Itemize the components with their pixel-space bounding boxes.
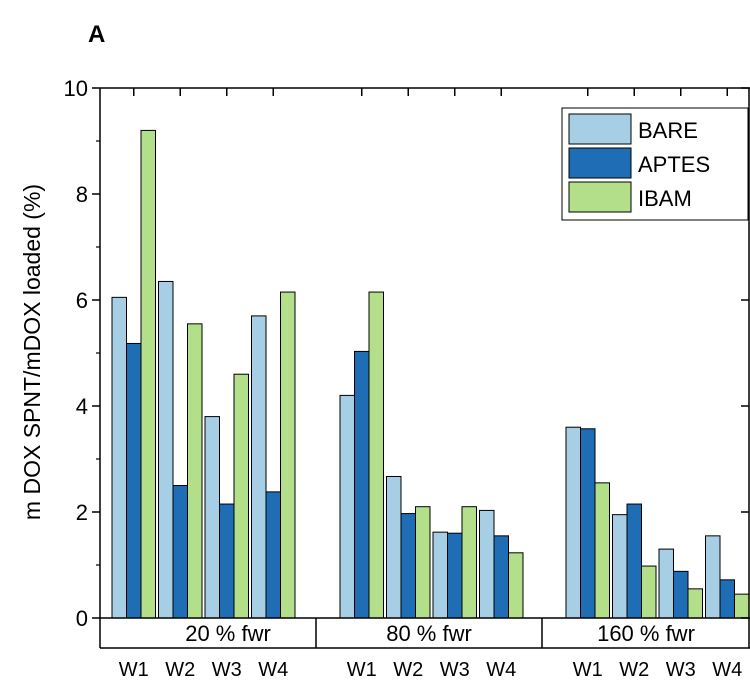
legend-label: BARE [638,118,698,143]
category-label: W2 [619,659,649,681]
bar-bare [479,509,495,619]
panel-label: A [88,21,105,48]
y-tick-label: 6 [76,288,88,313]
y-tick-label: 8 [76,182,88,207]
category-label: W2 [165,659,195,681]
legend-swatch [568,181,632,213]
category-label: W3 [666,659,696,681]
bar-aptes [172,485,188,619]
bar-ibam [461,506,477,619]
bar-aptes [219,503,235,619]
group-label: 20 % fwr [185,621,271,646]
category-label: W2 [393,659,423,681]
group-label: 80 % fwr [386,621,472,646]
bar-ibam [233,373,249,619]
bar-aptes [126,342,142,619]
bar-ibam [641,565,657,619]
bar-aptes [354,350,370,619]
bar-aptes [447,532,463,619]
category-label: W1 [573,659,603,681]
y-tick-label: 2 [76,500,88,525]
bar-bare [386,475,402,619]
x-labels: 20 % fwr 80 % fwr 160 % fwr W1 W2 W3 W4 W1 W2 W3 W… [99,618,750,681]
bar-aptes [626,503,642,619]
bar-ibam [415,506,431,619]
bar-ibam [187,323,203,619]
bars [111,129,750,619]
legend-swatch [568,113,632,145]
bar-bare [565,426,581,619]
category-label: W3 [440,659,470,681]
bar-ibam [687,588,703,619]
category-label: W4 [258,659,288,681]
bar-bare [158,280,174,619]
bar-bare [251,315,267,619]
bar-aptes [719,579,735,619]
bar-bare [339,394,355,619]
bar-ibam [280,291,296,619]
bar-bare [111,296,127,619]
bar-ibam [734,593,750,619]
bar-aptes [493,535,509,619]
y-axis-label: m DOX SPNT/mDOX loaded (%) [19,184,45,520]
group-label: 160 % fwr [597,621,695,646]
category-label: W1 [347,659,377,681]
legend-label: IBAM [638,186,692,211]
legend-swatch [568,147,632,179]
category-label: W1 [119,659,149,681]
axes: 0 2 4 6 8 10 [64,76,750,631]
bar-bare [204,416,220,619]
bar-ibam [508,552,524,619]
bar-aptes [673,570,689,619]
bar-aptes [400,513,416,619]
bar-bare [658,548,674,619]
bar-aptes [265,491,281,619]
bar-bare [432,531,448,619]
bar-ibam [368,291,384,619]
bar-ibam [594,482,610,619]
y-tick-label: 0 [76,606,88,631]
bar-bare [612,514,628,619]
category-label: W3 [212,659,242,681]
category-label: W4 [712,659,742,681]
bar-ibam [140,129,156,619]
y-tick-label: 4 [76,394,88,419]
bar-bare [705,535,721,619]
category-label: W4 [486,659,516,681]
legend: BARE APTES IBAM [561,107,749,221]
bar-aptes [580,428,596,619]
legend-label: APTES [638,152,710,177]
y-tick-label: 10 [64,76,88,101]
